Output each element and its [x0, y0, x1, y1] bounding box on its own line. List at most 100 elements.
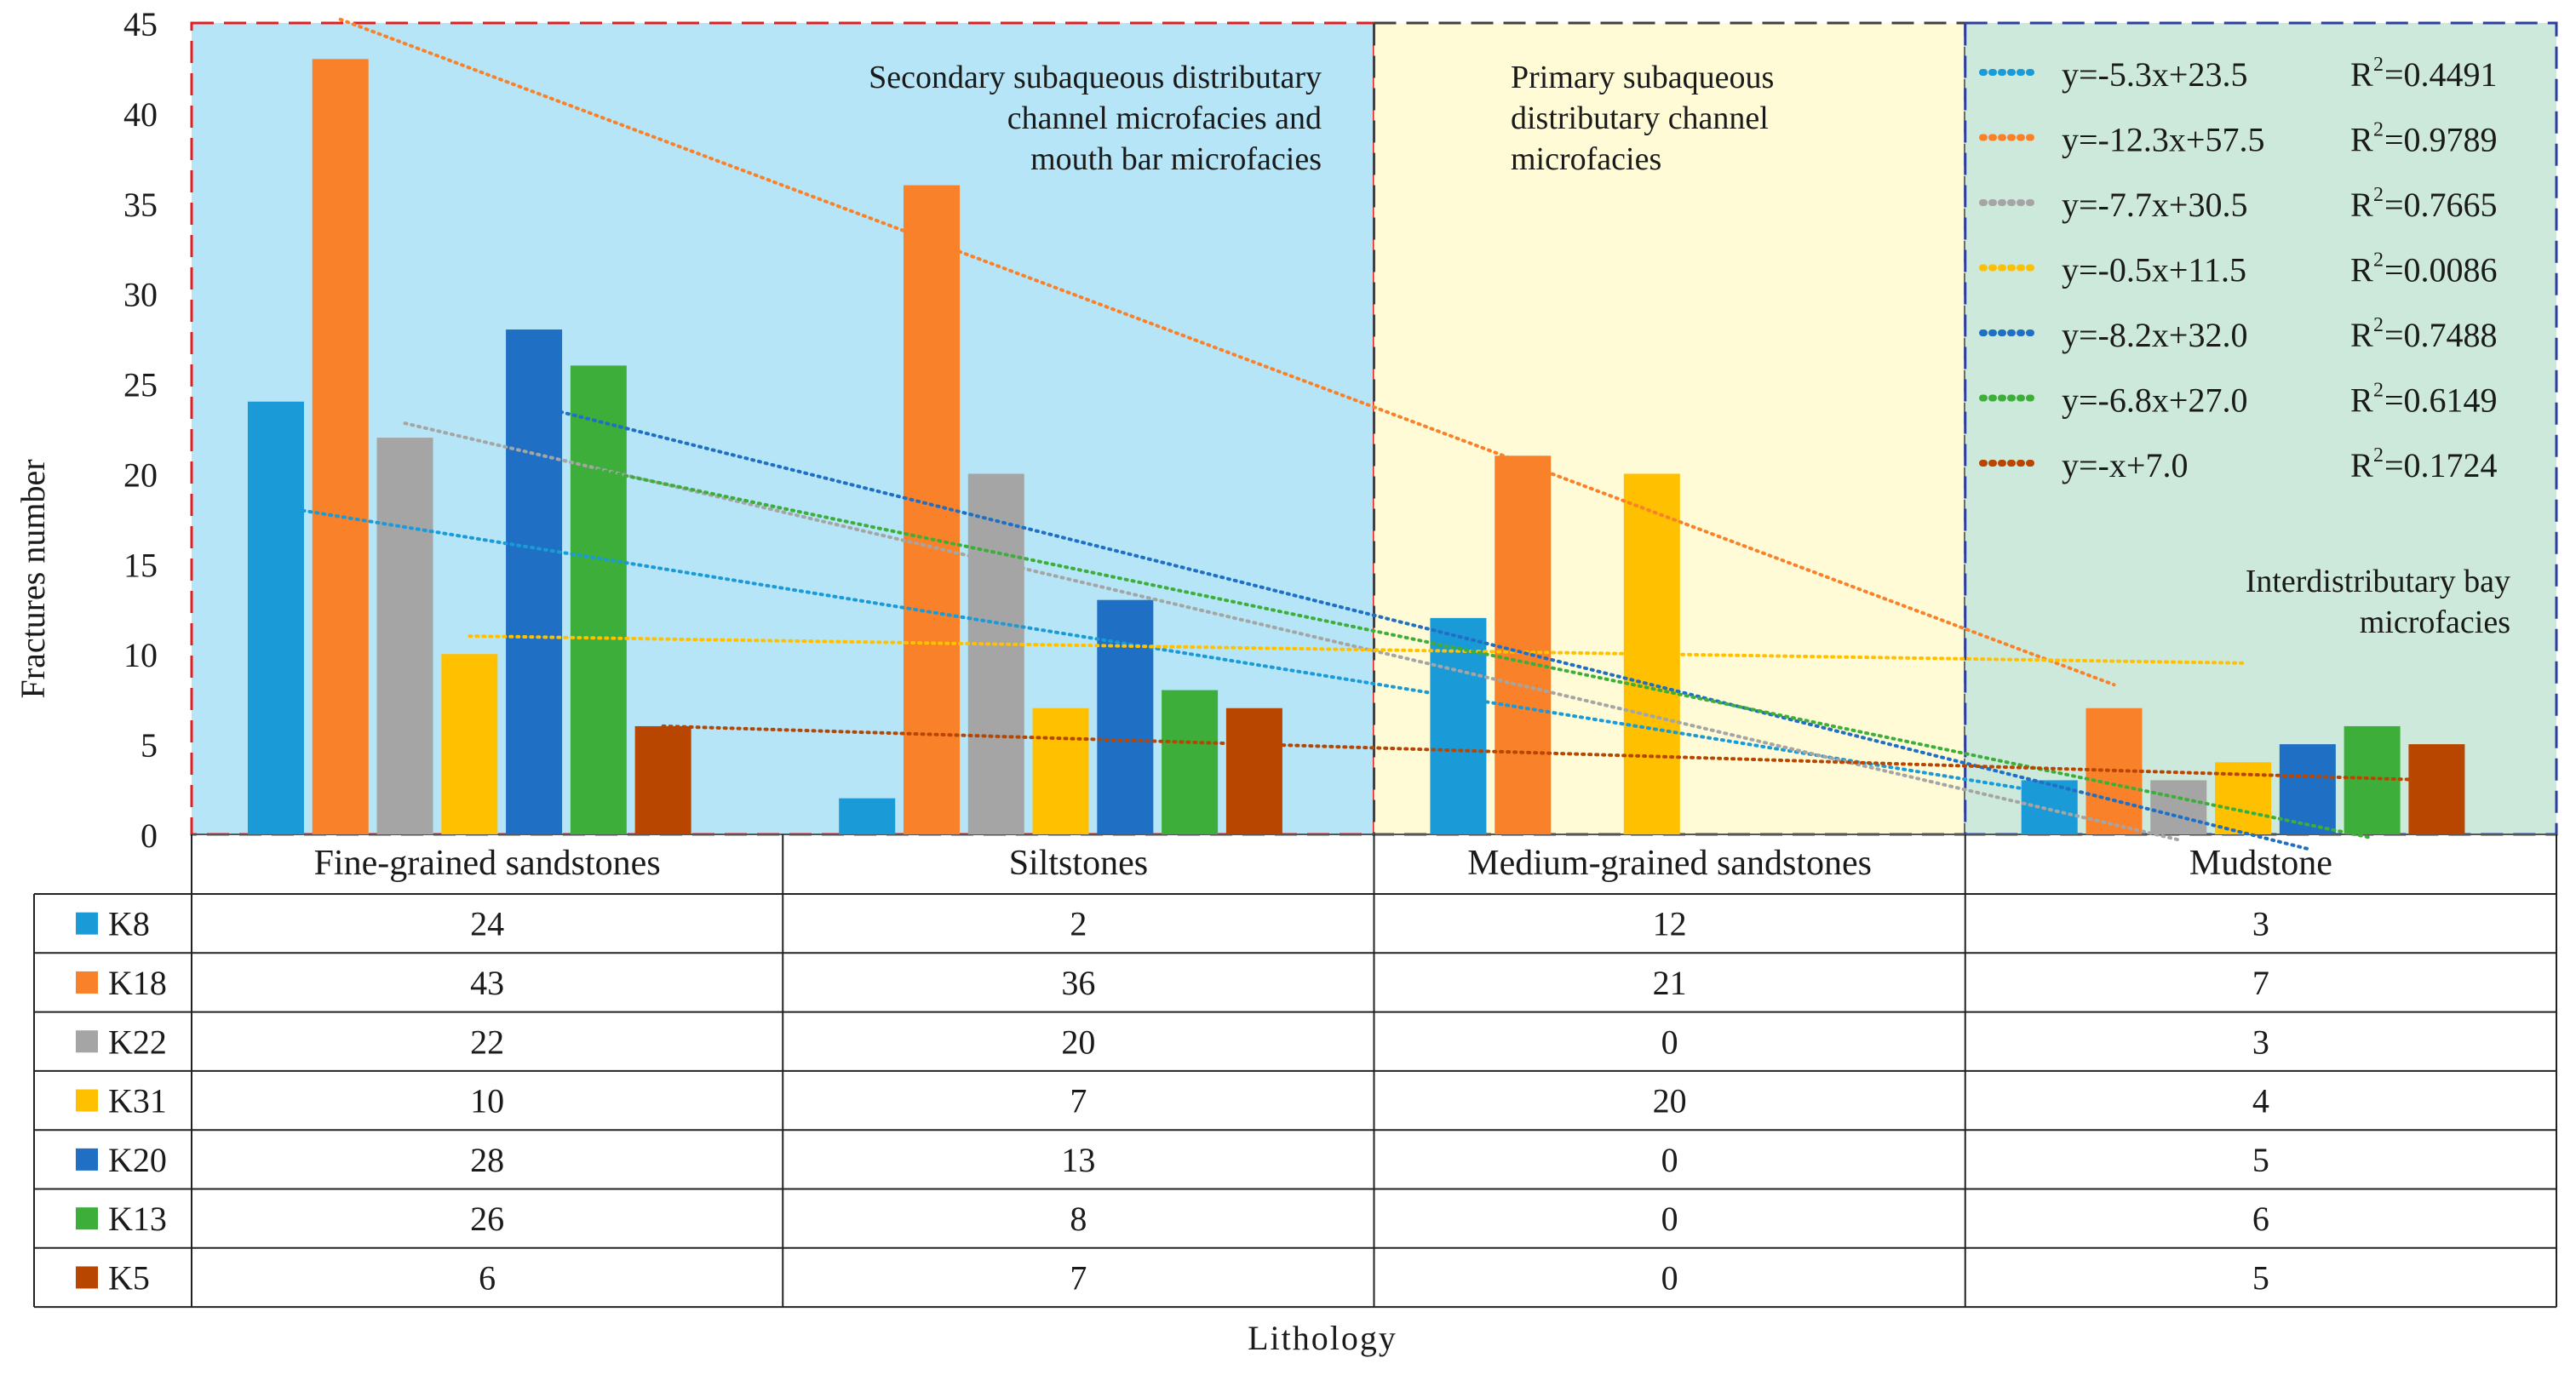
legend-r2-sup: 2: [2373, 249, 2384, 272]
bar-k22: [376, 438, 433, 834]
table-cell: 7: [2252, 964, 2269, 1002]
zone-label-bay-line: microfacies: [2360, 604, 2510, 640]
table-cell: 28: [470, 1141, 504, 1179]
legend-equation: y=-0.5x+11.5: [2062, 251, 2246, 289]
zone-labels: Secondary subaqueous distributary channel…: [869, 60, 2510, 640]
trendline-k18: [338, 17, 2116, 687]
y-tick-label: 45: [123, 5, 158, 43]
bar-k8: [247, 401, 304, 834]
table-cell: 24: [470, 905, 504, 943]
bar-k8: [839, 798, 896, 834]
legend-key-k22: [76, 1030, 98, 1053]
legend-r2-sup: 2: [2373, 380, 2384, 402]
legend-r2-sup: 2: [2373, 444, 2384, 467]
table-cell: 4: [2252, 1082, 2269, 1120]
legend-equation: y=-12.3x+57.5: [2062, 121, 2264, 159]
table-series-name: K18: [108, 964, 167, 1002]
table-cell: 5: [2252, 1141, 2269, 1179]
bar-k18: [1495, 455, 1552, 834]
table-cell: 0: [1661, 1258, 1678, 1297]
legend-r2-value: =0.6149: [2384, 381, 2498, 420]
legend-r2-label: R: [2350, 121, 2373, 159]
y-axis-title: Fractures number: [14, 459, 52, 698]
legend-key-k31: [76, 1089, 98, 1112]
table-header-cell: Fine-grained sandstones: [314, 844, 661, 883]
table-cell: 36: [1061, 964, 1095, 1002]
legend-equation: y=-7.7x+30.5: [2062, 186, 2247, 224]
legend-key-k20: [76, 1148, 98, 1171]
legend-equation: y=-5.3x+23.5: [2062, 55, 2247, 94]
zone-interdistributary-bay: [1964, 21, 2558, 836]
trendline-k20: [532, 403, 2309, 851]
axis-titles: Fractures number Lithology: [14, 459, 1397, 1357]
legend-r2-value: =0.7488: [2384, 316, 2498, 354]
table-cell: 2: [1070, 905, 1087, 943]
y-tick-label: 10: [123, 636, 158, 674]
table-header-cell: Siltstones: [1009, 844, 1148, 883]
table-cell: 0: [1661, 1023, 1678, 1061]
legend-key-k13: [76, 1207, 98, 1230]
bar-k31: [441, 654, 498, 834]
zone-label-bay-line: Interdistributary bay: [2246, 564, 2510, 599]
table-cell: 13: [1061, 1141, 1095, 1179]
table-cell: 8: [1070, 1200, 1087, 1238]
legend-r2-value: =0.1724: [2384, 446, 2498, 484]
legend-r2-value: =0.0086: [2384, 251, 2498, 289]
table-cell: 5: [2252, 1258, 2269, 1297]
bar-series: [247, 59, 2465, 835]
legend-r2-sup: 2: [2373, 54, 2384, 76]
table-series-name: K20: [108, 1141, 167, 1179]
table-cell: 12: [1653, 905, 1687, 943]
bar-k22: [967, 473, 1024, 834]
legend-r2-sup: 2: [2373, 119, 2384, 141]
zone-label-primary-line: distributary channel: [1511, 100, 1769, 136]
table-cell: 10: [470, 1082, 504, 1120]
legend-r2-sup: 2: [2373, 314, 2384, 336]
legend-r2-value: =0.9789: [2384, 121, 2498, 159]
table-cell: 20: [1061, 1023, 1095, 1061]
zone-label-secondary-line: Secondary subaqueous distributary: [869, 60, 1322, 95]
bar-k8: [1430, 617, 1487, 834]
legend-key-k8: [76, 912, 98, 935]
trendline-k5: [661, 724, 2439, 782]
table-cell: 20: [1653, 1082, 1687, 1120]
table-cell: 43: [470, 964, 504, 1002]
trendline-k31: [468, 634, 2246, 665]
x-axis-title: Lithology: [1248, 1319, 1397, 1357]
legend-r2-label: R: [2350, 381, 2373, 420]
y-tick-label: 15: [123, 546, 158, 584]
table-cell: 6: [479, 1258, 496, 1297]
legend-r2-label: R: [2350, 251, 2373, 289]
bar-k13: [570, 365, 627, 834]
bar-k20: [506, 329, 563, 834]
table-cell: 7: [1070, 1082, 1087, 1120]
table-header-cell: Mudstone: [2189, 844, 2332, 883]
y-tick-label: 40: [123, 95, 158, 134]
table-series-name: K8: [108, 905, 150, 943]
table-series-name: K22: [108, 1023, 167, 1061]
table-cell: 21: [1653, 964, 1687, 1002]
legend-r2-label: R: [2350, 316, 2373, 354]
table-cell: 3: [2252, 905, 2269, 943]
table-cell: 6: [2252, 1200, 2269, 1238]
legend-equation: y=-6.8x+27.0: [2062, 381, 2247, 420]
y-tick-label: 20: [123, 455, 158, 494]
legend-r2-sup: 2: [2373, 184, 2384, 206]
zone-label-primary-line: Primary subaqueous: [1511, 60, 1774, 95]
bar-k31: [1032, 708, 1089, 834]
table-series-name: K31: [108, 1082, 167, 1120]
legend-r2-label: R: [2350, 55, 2373, 94]
y-tick-label: 35: [123, 186, 158, 224]
legend-key-k5: [76, 1266, 98, 1289]
y-tick-label: 5: [141, 726, 158, 765]
bar-k5: [634, 725, 691, 834]
legend-r2-value: =0.4491: [2384, 55, 2498, 94]
bar-k22: [2150, 780, 2207, 834]
table-cell: 0: [1661, 1200, 1678, 1238]
legend-key-k18: [76, 971, 98, 994]
legend-r2-value: =0.7665: [2384, 186, 2498, 224]
bar-k20: [1097, 599, 1154, 834]
table-cell: 22: [470, 1023, 504, 1061]
zone-label-secondary-line: channel microfacies and: [1007, 100, 1322, 136]
